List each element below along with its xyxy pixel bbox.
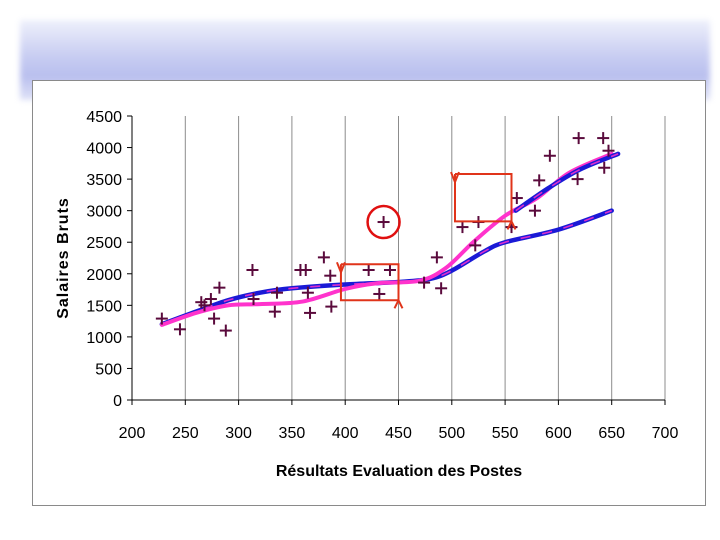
data-point [299, 263, 312, 276]
trend-curves [159, 151, 621, 327]
data-point [430, 251, 443, 264]
data-point [572, 132, 585, 145]
bracket-arrow-head [336, 261, 346, 276]
data-point [317, 251, 330, 264]
outlier-circle [366, 204, 401, 240]
data-point [435, 282, 448, 295]
data-points [155, 132, 615, 337]
bracket-arrow-head [393, 298, 404, 309]
y-tick-label: 4000 [86, 141, 122, 158]
data-point [469, 239, 482, 252]
y-tick-label: 1000 [86, 330, 122, 347]
blue-trend-curve [159, 208, 614, 327]
x-tick-label: 300 [225, 425, 252, 442]
y-tick-label: 4500 [86, 109, 122, 126]
data-point [268, 305, 281, 318]
y-tick-label: 500 [95, 361, 122, 378]
data-point [362, 263, 375, 276]
data-point [247, 293, 260, 306]
x-tick-label: 650 [598, 425, 625, 442]
data-point [602, 144, 615, 157]
data-point [204, 293, 217, 306]
data-point [418, 276, 431, 289]
data-point [155, 312, 168, 325]
y-tick-label: 2000 [86, 267, 122, 284]
data-point [456, 221, 469, 234]
data-point [543, 149, 556, 162]
y-tick-label: 3500 [86, 172, 122, 189]
x-tick-label: 500 [438, 425, 465, 442]
bracket-annotation [336, 261, 404, 309]
x-tick-label: 700 [652, 425, 679, 442]
data-point [373, 287, 386, 300]
data-point [219, 324, 232, 337]
tick-labels: 200 250 300 350 400 450 500 550 600 650 700 0 500 100… [86, 109, 678, 442]
data-point [510, 192, 523, 205]
data-point [597, 132, 610, 145]
blue-trend-curve [513, 151, 621, 213]
bracket-outline [453, 173, 513, 223]
x-tick-label: 350 [279, 425, 306, 442]
x-tick-label: 450 [385, 425, 412, 442]
axes [127, 115, 666, 405]
data-point [301, 286, 314, 299]
data-point [208, 312, 221, 325]
data-point [571, 173, 584, 186]
x-tick-label: 200 [119, 425, 146, 442]
x-axis-title: Résultats Evaluation des Postes [276, 463, 522, 480]
y-axis-title: Salaires Bruts [55, 197, 72, 319]
x-tick-label: 550 [492, 425, 519, 442]
bracket-annotation [450, 171, 517, 230]
x-tick-label: 600 [545, 425, 572, 442]
annotations [336, 171, 517, 309]
y-tick-label: 1500 [86, 298, 122, 315]
data-point [325, 300, 338, 313]
data-point [383, 263, 396, 276]
bracket-arrow-head [450, 171, 460, 185]
x-tick-label: 400 [332, 425, 359, 442]
chart-frame [32, 80, 706, 506]
data-point [304, 306, 317, 319]
data-point [173, 323, 186, 336]
data-point [270, 286, 283, 299]
data-point [246, 263, 259, 276]
grid-lines [184, 116, 666, 400]
data-point [324, 269, 337, 282]
data-point [533, 174, 546, 187]
data-point [598, 161, 611, 174]
y-tick-label: 0 [113, 393, 122, 410]
blue-curve-dash-overlay [161, 209, 612, 326]
data-point [198, 299, 211, 312]
x-tick-label: 250 [172, 425, 199, 442]
bracket-arrow-head [506, 219, 517, 230]
y-tick-label: 2500 [86, 235, 122, 252]
data-point [528, 204, 541, 217]
data-point [377, 216, 390, 229]
data-point [213, 281, 226, 294]
y-tick-label: 3000 [86, 204, 122, 221]
